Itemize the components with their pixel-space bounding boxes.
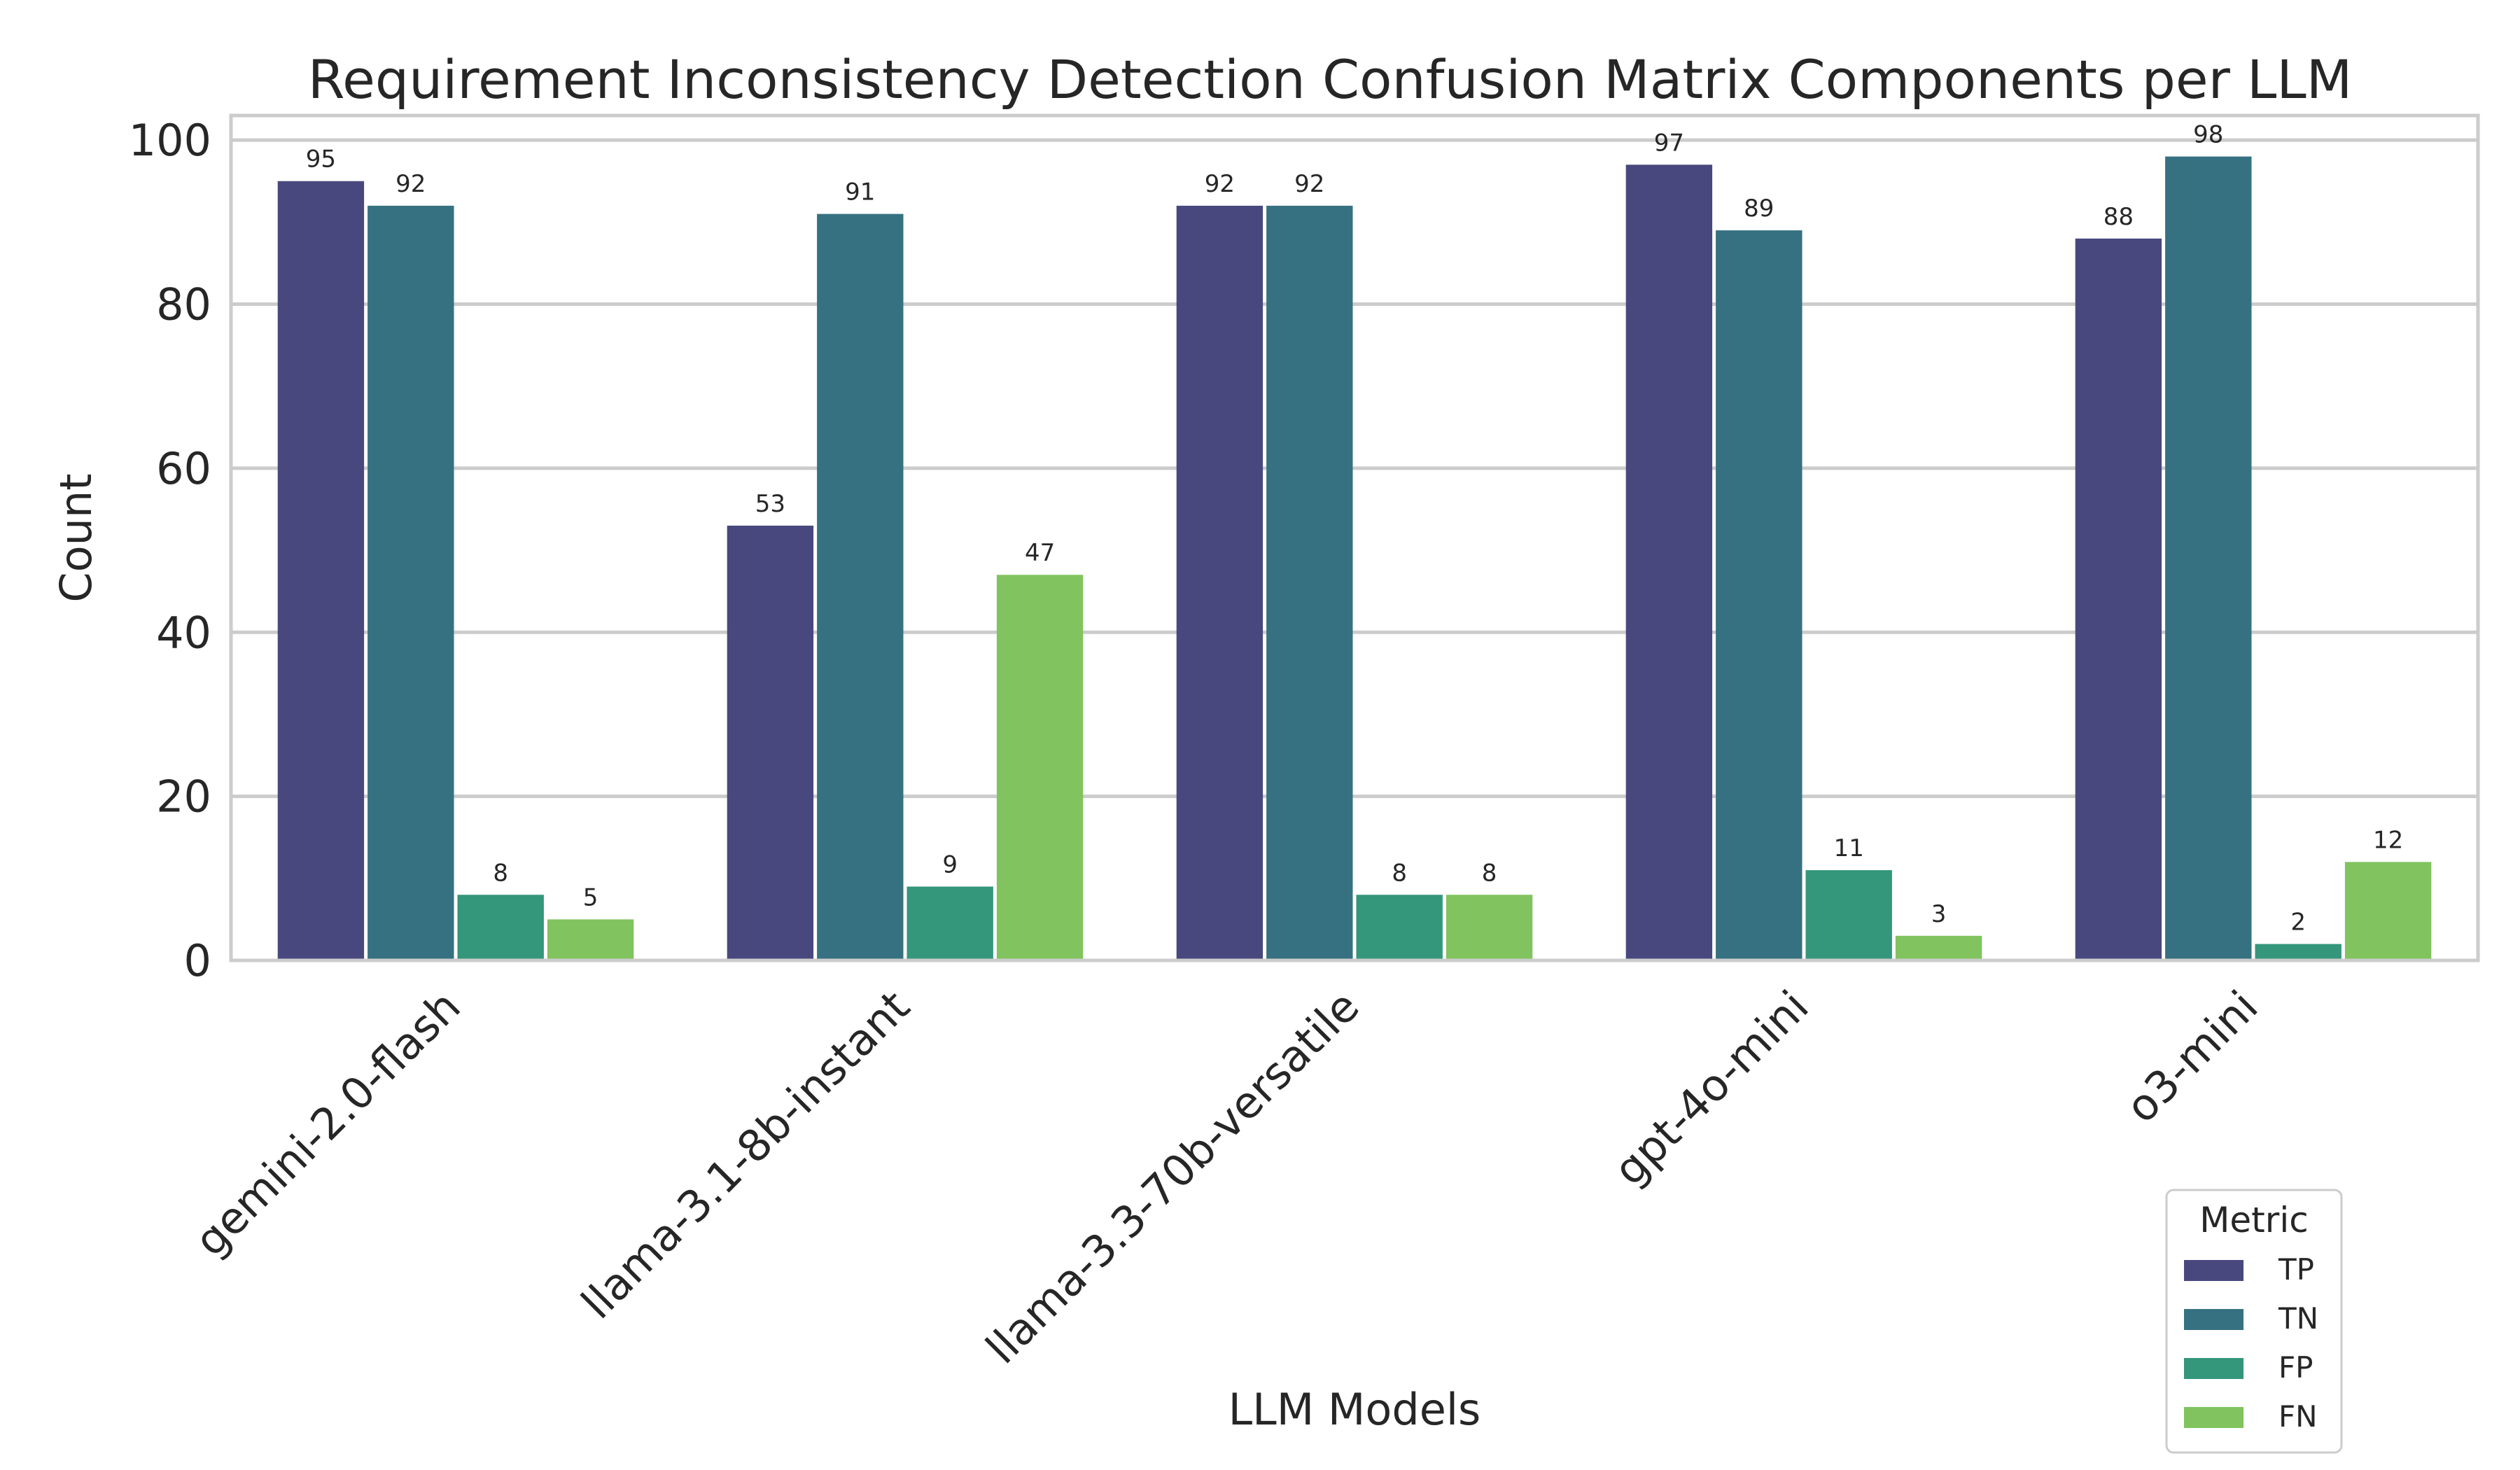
- y-tick-label: 100: [129, 115, 211, 166]
- legend-swatch-fp: [2184, 1358, 2244, 1379]
- plot-frame: [229, 113, 2480, 962]
- data-label: 88: [2104, 203, 2134, 231]
- y-tick-label: 20: [156, 771, 211, 822]
- data-label: 5: [583, 883, 598, 911]
- x-axis-ticks: gemini-2.0-flash llama-3.1-8b-instant llam…: [185, 981, 2268, 1373]
- data-label: 98: [2193, 121, 2223, 149]
- legend-label-fn: FN: [2278, 1399, 2318, 1434]
- bar-fp-0: [457, 895, 544, 960]
- data-label: 91: [845, 178, 875, 206]
- bar-fn-3: [1895, 935, 1982, 960]
- legend-swatch-fn: [2184, 1407, 2244, 1428]
- bar-fp-3: [1805, 870, 1892, 960]
- data-label: 89: [1744, 195, 1774, 223]
- legend-title: Metric: [2199, 1200, 2308, 1240]
- bar-fp-1: [906, 886, 993, 960]
- x-axis-label: LLM Models: [1228, 1384, 1481, 1435]
- data-label: 2: [2290, 909, 2306, 937]
- y-tick-label: 80: [156, 279, 211, 330]
- bar-tn-3: [1716, 230, 1802, 961]
- y-axis-label: Count: [50, 473, 102, 602]
- bars: [277, 156, 2432, 961]
- y-tick-label: 0: [184, 935, 211, 986]
- legend-label-fp: FP: [2278, 1350, 2314, 1385]
- data-label: 8: [1392, 859, 1407, 887]
- x-tick-label: llama-3.1-8b-instant: [571, 981, 919, 1329]
- y-axis-ticks: 0 20 40 60 80 100: [129, 115, 211, 986]
- bar-tn-2: [1266, 205, 1353, 960]
- bar-tp-4: [2075, 238, 2162, 960]
- data-label: 92: [1205, 170, 1235, 198]
- legend-label-tp: TP: [2278, 1252, 2314, 1287]
- legend-box: [2165, 1189, 2343, 1454]
- bar-tp-3: [1625, 164, 1713, 961]
- bar-tp-1: [727, 525, 814, 960]
- data-label: 8: [1482, 859, 1497, 887]
- legend: Metric TP TN FP FN: [2165, 1189, 2343, 1454]
- data-label: 8: [493, 859, 508, 887]
- bar-tp-2: [1176, 205, 1264, 960]
- data-label: 3: [1931, 900, 1947, 928]
- bar-tn-4: [2165, 156, 2252, 960]
- data-label: 95: [306, 146, 336, 174]
- data-label: 11: [1834, 834, 1864, 862]
- x-tick-label: llama-3.3-70b-versatile: [976, 981, 1368, 1373]
- bar-fn-0: [547, 919, 634, 960]
- bar-tn-1: [817, 214, 904, 961]
- bar-fn-2: [1446, 895, 1533, 960]
- legend-swatch-tp: [2184, 1260, 2244, 1281]
- data-label: 9: [942, 851, 958, 879]
- data-label: 53: [755, 490, 785, 518]
- bar-fp-4: [2255, 944, 2342, 960]
- bar-fn-4: [2344, 862, 2432, 960]
- data-label: 92: [396, 170, 426, 198]
- legend-label-tn: TN: [2278, 1301, 2318, 1336]
- legend-swatch-tn: [2184, 1309, 2244, 1330]
- bar-fn-1: [996, 575, 1084, 960]
- data-label: 47: [1025, 539, 1055, 567]
- data-label: 97: [1654, 129, 1684, 157]
- data-label: 12: [2373, 826, 2403, 854]
- legend-items: TP TN FP FN: [2184, 1252, 2318, 1434]
- bar-tn-0: [368, 205, 454, 960]
- chart-title: Requirement Inconsistency Detection Conf…: [308, 48, 2353, 111]
- y-tick-label: 40: [156, 607, 211, 658]
- x-tick-label: gpt-4o-mini: [1604, 981, 1818, 1195]
- x-tick-label: gemini-2.0-flash: [185, 981, 470, 1266]
- bar-tp-0: [277, 181, 365, 960]
- bar-fp-2: [1356, 895, 1443, 960]
- data-label: 92: [1294, 170, 1324, 198]
- y-tick-label: 60: [156, 443, 211, 494]
- x-tick-label: o3-mini: [2116, 981, 2268, 1133]
